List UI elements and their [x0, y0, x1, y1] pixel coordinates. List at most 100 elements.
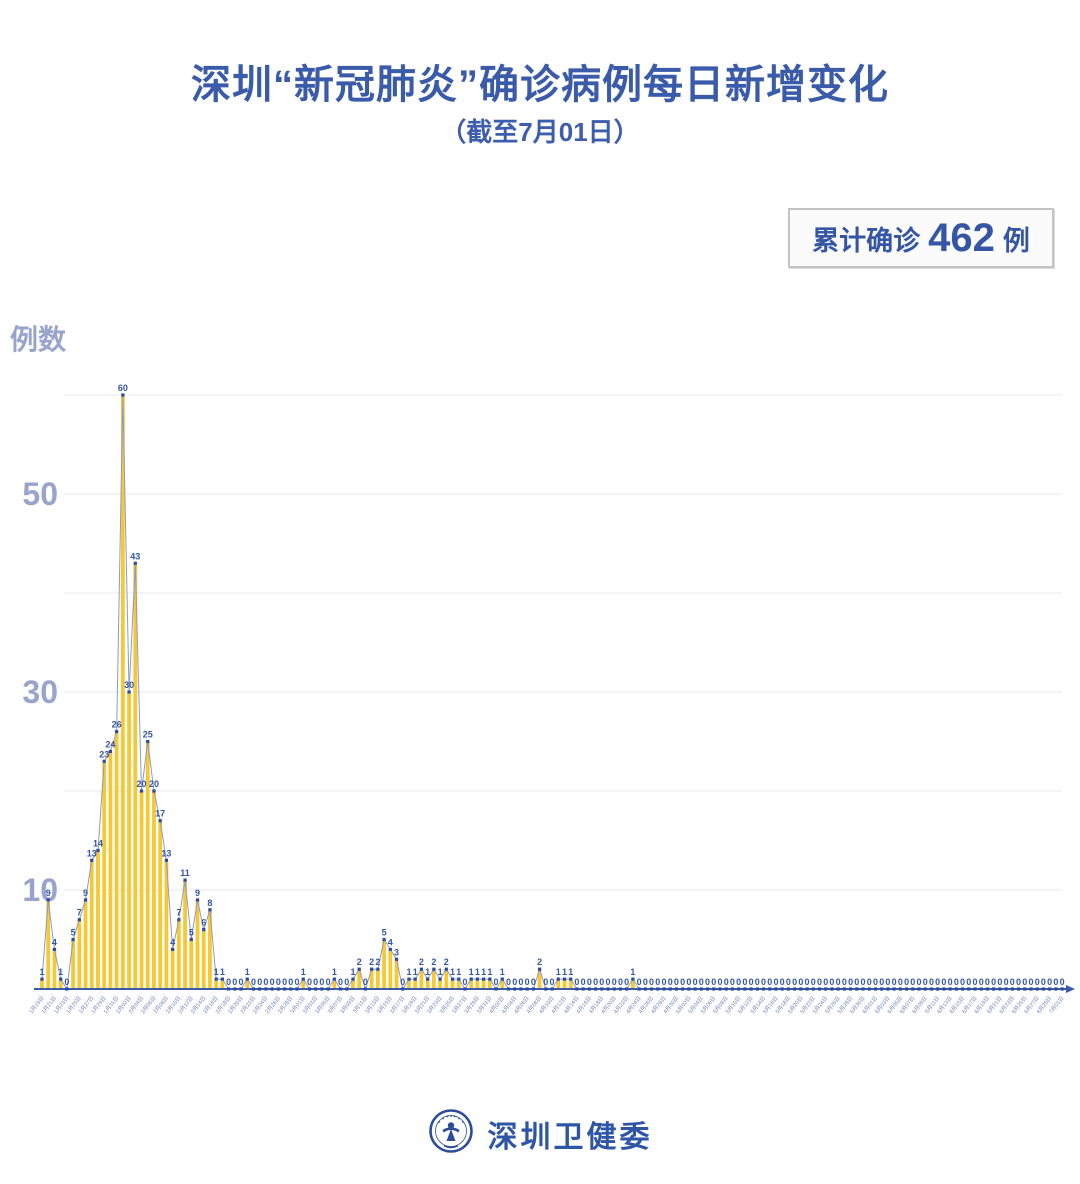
- data-point-marker: [600, 987, 604, 991]
- bar: [375, 969, 380, 989]
- data-point-marker: [569, 977, 573, 981]
- bar: [120, 395, 125, 989]
- data-point-label: 0: [232, 977, 237, 987]
- data-point-marker: [1054, 987, 1058, 991]
- data-point-marker: [880, 987, 884, 991]
- data-point-label: 0: [867, 977, 872, 987]
- data-point-marker: [171, 947, 175, 951]
- bar: [469, 979, 474, 989]
- data-point-marker: [911, 987, 915, 991]
- data-point-label: 23: [99, 749, 109, 759]
- data-point-marker: [276, 987, 280, 991]
- data-point-label: 1: [301, 967, 306, 977]
- data-point-marker: [662, 987, 666, 991]
- data-point-label: 0: [786, 977, 791, 987]
- data-point-marker: [1023, 987, 1027, 991]
- data-point-marker: [177, 918, 181, 922]
- data-point-label: 0: [861, 977, 866, 987]
- data-point-label: 4: [388, 937, 393, 947]
- bar: [40, 979, 44, 989]
- data-point-label: 6: [201, 918, 206, 928]
- bar: [431, 969, 436, 989]
- data-point-label: 0: [805, 977, 810, 987]
- data-point-label: 0: [1022, 977, 1027, 987]
- data-point-marker: [127, 690, 131, 694]
- data-point-marker: [712, 987, 716, 991]
- bar: [631, 979, 635, 989]
- data-point-marker: [755, 987, 759, 991]
- data-point-marker: [743, 987, 747, 991]
- data-point-marker: [886, 987, 890, 991]
- data-point-label: 30: [124, 680, 134, 690]
- data-point-label: 1: [58, 967, 63, 977]
- data-point-marker: [245, 977, 249, 981]
- data-point-marker: [1010, 987, 1014, 991]
- data-point-marker: [861, 987, 865, 991]
- data-point-label: 0: [892, 977, 897, 987]
- data-point-label: 0: [711, 977, 716, 987]
- data-point-label: 2: [419, 957, 424, 967]
- data-point-label: 4: [170, 937, 175, 947]
- bar: [139, 791, 144, 989]
- data-point-marker: [345, 987, 349, 991]
- data-point-label: 0: [923, 977, 928, 987]
- badge-value: 462: [928, 216, 995, 260]
- data-point-marker: [338, 987, 343, 991]
- data-point-label: 0: [276, 977, 281, 987]
- data-point-label: 0: [755, 977, 760, 987]
- data-point-marker: [475, 977, 479, 981]
- data-point-label: 0: [792, 977, 797, 987]
- data-point-label: 1: [406, 967, 411, 977]
- data-point-label: 0: [948, 977, 953, 987]
- data-point-marker: [631, 977, 635, 981]
- data-point-marker: [301, 977, 305, 981]
- data-point-label: 11: [180, 868, 190, 878]
- data-point-label: 1: [438, 967, 443, 977]
- data-point-marker: [370, 967, 374, 971]
- data-point-label: 0: [1053, 977, 1058, 987]
- data-point-label: 43: [130, 551, 140, 561]
- data-point-marker: [587, 987, 591, 991]
- data-point-marker: [936, 987, 940, 991]
- footer-org-name: 深圳卫健委: [487, 1120, 653, 1154]
- y-axis-unit-label: 例数: [10, 324, 67, 355]
- data-point-label: 5: [189, 928, 194, 938]
- data-point-marker: [699, 987, 703, 991]
- bar: [170, 949, 175, 989]
- data-point-marker: [960, 987, 965, 991]
- data-point-marker: [469, 977, 473, 981]
- data-point-label: 0: [64, 977, 69, 987]
- data-point-label: 0: [326, 977, 331, 987]
- x-axis-arrow: [1066, 985, 1075, 993]
- data-point-marker: [1060, 987, 1064, 991]
- data-point-marker: [208, 908, 212, 912]
- data-point-label: 0: [363, 977, 368, 987]
- data-point-label: 0: [941, 977, 946, 987]
- data-point-marker: [674, 987, 679, 991]
- data-point-label: 0: [798, 977, 803, 987]
- bar: [419, 969, 424, 989]
- data-point-label: 0: [879, 977, 884, 987]
- data-point-label: 0: [829, 977, 834, 987]
- data-point-label: 0: [525, 977, 530, 987]
- data-point-label: 14: [93, 838, 103, 848]
- data-point-label: 4: [52, 937, 57, 947]
- data-point-marker: [842, 987, 846, 991]
- data-point-marker: [780, 987, 784, 991]
- data-point-label: 0: [929, 977, 934, 987]
- data-point-marker: [108, 749, 113, 753]
- data-point-marker: [71, 937, 75, 942]
- data-point-label: 0: [749, 977, 754, 987]
- data-point-marker: [332, 977, 336, 981]
- data-point-marker: [65, 987, 69, 991]
- data-point-label: 1: [562, 967, 567, 977]
- data-point-label: 1: [481, 967, 486, 977]
- data-point-marker: [531, 987, 535, 991]
- data-point-marker: [133, 561, 137, 565]
- data-point-label: 2: [357, 957, 362, 967]
- bar: [208, 909, 212, 989]
- data-point-marker: [668, 987, 672, 991]
- bar: [152, 791, 156, 989]
- data-point-marker: [898, 987, 902, 991]
